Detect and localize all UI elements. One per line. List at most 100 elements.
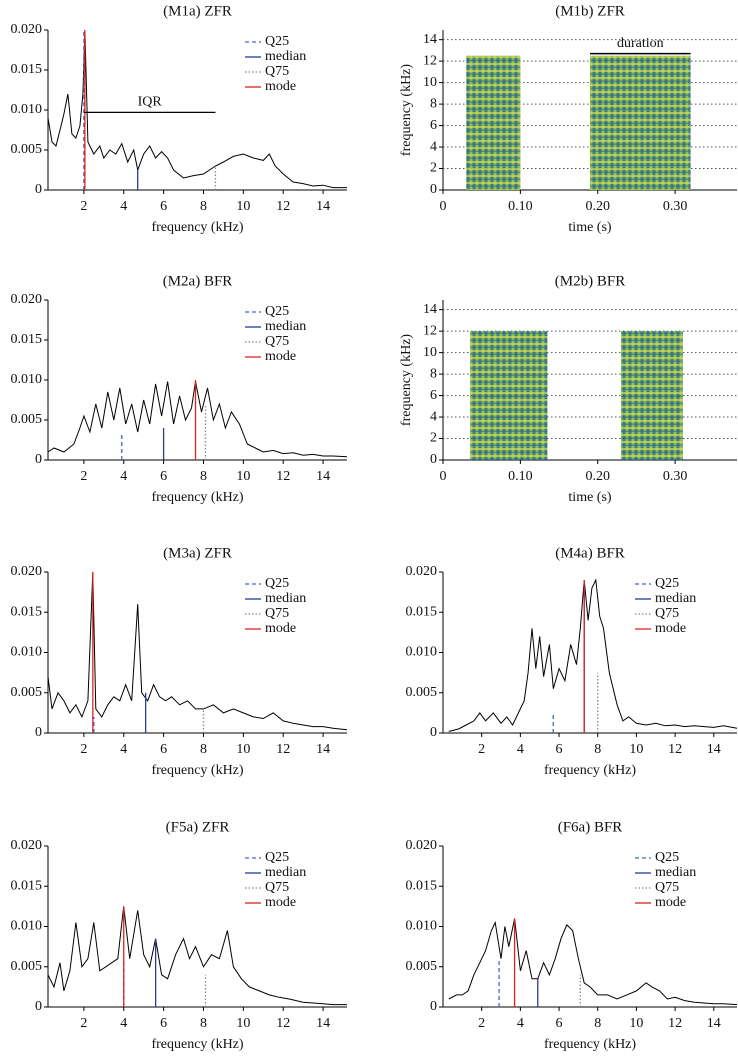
legend-label: median: [265, 319, 306, 334]
panel-title: (M3a) ZFR: [163, 545, 232, 561]
panel-title: (M1a) ZFR: [163, 3, 232, 19]
iqr-label: IQR: [138, 95, 163, 110]
x-tick-label: 12: [668, 1016, 682, 1031]
x-tick-label: 0.10: [508, 469, 533, 484]
x-tick-label: 10: [236, 742, 250, 757]
legend-label: mode: [265, 349, 296, 364]
y-tick-label: 0.020: [11, 292, 43, 307]
y-tick-label: 0.010: [11, 645, 43, 660]
y-tick-label: 0.015: [11, 878, 43, 893]
x-tick-label: 14: [316, 469, 330, 484]
panel: (M2a) BFR frequency (kHz) 0 0.005 0.010 0.015…: [11, 273, 348, 505]
legend-label: mode: [655, 895, 686, 910]
x-axis-label: time (s): [568, 490, 611, 505]
legend-label: median: [265, 49, 306, 64]
spectrum-line: [47, 571, 348, 731]
y-tick-label: 0: [35, 182, 42, 197]
panel-title: (F5a) ZFR: [166, 819, 230, 835]
y-tick-label: 14: [423, 302, 437, 317]
y-tick-label: 0: [430, 182, 437, 197]
spectrum-line: [47, 906, 347, 1006]
panel-title: (M4a) BFR: [555, 545, 625, 561]
legend-label: Q75: [265, 64, 289, 79]
x-tick-label: 2: [80, 469, 87, 484]
x-tick-label: 0.20: [585, 469, 610, 484]
x-axis-label: time (s): [568, 220, 611, 235]
x-tick-label: 10: [629, 1016, 643, 1031]
x-tick-label: 4: [120, 199, 127, 214]
y-tick-label: 8: [430, 96, 437, 111]
y-tick-label: 0.010: [11, 372, 43, 387]
x-tick-label: 14: [707, 1016, 721, 1031]
x-axis-label: frequency (kHz): [544, 763, 636, 778]
y-axis-label: frequency (kHz): [399, 64, 414, 156]
y-tick-label: 0.005: [11, 412, 43, 427]
x-tick-label: 0: [440, 199, 447, 214]
x-tick-label: 2: [478, 742, 485, 757]
call-spectrogram: [470, 331, 548, 460]
y-tick-label: 8: [430, 366, 437, 381]
x-tick-label: 14: [316, 1016, 330, 1031]
panel: (M1b) ZFR time (s) frequency (kHz) 0 2 4 6 8 10 1…: [399, 3, 737, 235]
x-tick-label: 6: [556, 1016, 563, 1031]
y-tick-label: 2: [430, 431, 437, 446]
y-tick-label: 0.010: [11, 102, 43, 117]
panel: (M2b) BFR time (s) frequency (kHz) 0 2 4 6 8 10 1…: [399, 273, 737, 505]
y-tick-label: 4: [430, 139, 437, 154]
y-tick-label: 10: [423, 345, 437, 360]
panel: (F6a) BFR frequency (kHz) 0 0.005 0.010 0.015…: [406, 819, 738, 1052]
x-axis-label: frequency (kHz): [151, 490, 243, 505]
x-tick-label: 14: [707, 742, 721, 757]
panel-title: (M1b) ZFR: [555, 3, 625, 19]
x-tick-label: 2: [478, 1016, 485, 1031]
y-tick-label: 0.005: [11, 142, 43, 157]
x-tick-label: 0.30: [663, 469, 688, 484]
y-tick-label: 0.010: [406, 645, 438, 660]
x-tick-label: 4: [120, 1016, 127, 1031]
x-tick-label: 12: [276, 1016, 290, 1031]
x-tick-label: 6: [160, 469, 167, 484]
y-tick-label: 6: [430, 118, 437, 133]
x-axis-label: frequency (kHz): [544, 1037, 636, 1052]
legend-label: mode: [265, 895, 296, 910]
y-tick-label: 0.010: [406, 919, 438, 934]
x-axis-label: frequency (kHz): [151, 763, 243, 778]
y-tick-label: 0: [35, 725, 42, 740]
legend-label: Q75: [655, 880, 679, 895]
x-tick-label: 12: [668, 742, 682, 757]
y-tick-label: 0.020: [406, 564, 438, 579]
legend-label: Q25: [265, 576, 289, 591]
legend-label: Q75: [655, 606, 679, 621]
x-tick-label: 8: [200, 1016, 207, 1031]
y-tick-label: 0: [35, 452, 42, 467]
spectrum-line: [47, 381, 348, 458]
x-tick-label: 4: [120, 469, 127, 484]
x-tick-label: 8: [200, 742, 207, 757]
x-tick-label: 6: [556, 742, 563, 757]
y-tick-label: 0.020: [406, 838, 438, 853]
x-tick-label: 0.10: [508, 199, 533, 214]
x-tick-label: 8: [200, 469, 207, 484]
y-tick-label: 0.020: [11, 564, 43, 579]
x-axis-label: frequency (kHz): [151, 1037, 243, 1052]
x-tick-label: 10: [629, 742, 643, 757]
call-spectrogram: [620, 331, 683, 460]
x-tick-label: 8: [594, 1016, 601, 1031]
y-tick-label: 0.005: [11, 685, 43, 700]
x-tick-label: 0: [440, 469, 447, 484]
y-tick-label: 14: [423, 32, 437, 47]
x-tick-label: 8: [200, 199, 207, 214]
legend-label: Q25: [655, 850, 679, 865]
legend-label: median: [655, 591, 696, 606]
x-tick-label: 8: [594, 742, 601, 757]
legend-label: median: [655, 865, 696, 880]
legend-label: mode: [265, 79, 296, 94]
legend-label: Q25: [655, 576, 679, 591]
x-tick-label: 2: [80, 199, 87, 214]
y-tick-label: 12: [423, 323, 437, 338]
panel: (M4a) BFR frequency (kHz) 0 0.005 0.010 0.015…: [406, 545, 738, 778]
spectrum-line: [47, 29, 347, 189]
y-tick-label: 0.015: [11, 604, 43, 619]
panel-title: (M2a) BFR: [163, 273, 233, 289]
panel-title: (F6a) BFR: [558, 819, 623, 835]
